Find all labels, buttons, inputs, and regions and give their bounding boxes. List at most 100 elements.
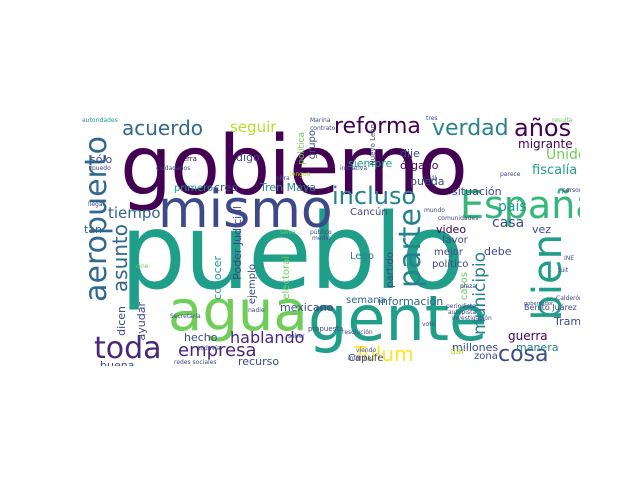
word-gente: gente — [308, 282, 488, 355]
word-llegar: llegar — [88, 201, 105, 208]
word-propuesta: propuesta — [308, 325, 344, 333]
word-recurso: recurso — [238, 355, 280, 366]
word-zona: zona — [474, 351, 498, 362]
word-dije: dije — [400, 147, 420, 160]
word-electoral: electoral — [281, 256, 292, 300]
word-nadie: nadie — [248, 307, 265, 314]
word-informacion: información — [378, 295, 444, 308]
word-periodista: periodista — [446, 303, 476, 310]
word-pueda: pueda — [410, 175, 445, 188]
word-secretaria: Secretaría — [170, 313, 201, 320]
word-resolucion: resolución — [342, 329, 373, 336]
word-calderon: Calderón — [556, 295, 580, 302]
word-dicen: dicen — [115, 306, 128, 336]
word-ine: INE — [564, 255, 575, 262]
word-seguir: seguir — [230, 118, 277, 136]
word-viendo: viendo — [356, 347, 377, 354]
word-lengua: lengua — [290, 171, 311, 178]
word-espana: España — [460, 183, 580, 227]
word-poder-judicial: Poder Judicial — [231, 206, 244, 280]
word-siempre: siempre — [348, 157, 393, 170]
word-tiempo: tiempo — [108, 204, 161, 222]
word-tulum: Tulum — [354, 342, 414, 366]
word-selva: selva — [280, 229, 296, 236]
word-redes-sociales: redes sociales — [174, 359, 217, 366]
word-saber: saber — [288, 333, 305, 340]
word-cine: cine — [136, 263, 149, 270]
word-manera: manera — [516, 341, 559, 354]
word-medio: medio — [312, 235, 331, 242]
word-mejor: mejor — [434, 247, 463, 258]
word-resulta: resulta — [552, 117, 573, 124]
word-millones: millones — [452, 341, 499, 354]
word-publico: público — [310, 229, 332, 236]
word-semana: semana — [346, 295, 386, 306]
word-hablando: hablando — [230, 328, 305, 347]
word-verdad: verdad — [432, 116, 509, 141]
word-tres: tres — [426, 116, 438, 122]
word-ayudar: ayudar — [135, 302, 148, 341]
word-lego: Lego — [350, 251, 375, 262]
word-puedo: puedo — [92, 165, 111, 172]
word-pesos: pesos — [316, 305, 334, 312]
word-incluso: incluso — [332, 182, 417, 210]
word-comunidades: comunidades — [438, 215, 479, 222]
word-investigacion: investigación — [452, 315, 492, 322]
word-empresa: empresa — [178, 340, 257, 361]
word-buena: buena — [100, 359, 135, 366]
word-agua: agua — [168, 279, 308, 344]
word-acuerdo: acuerdo — [122, 116, 204, 140]
word-conocer: conocer — [211, 256, 224, 300]
word-politica: política — [297, 132, 307, 165]
word-mismo: mismo — [158, 180, 333, 240]
word-pueblo: pueblo — [120, 191, 464, 313]
word-cual: cuál — [424, 175, 437, 182]
word-hecho: hecho — [184, 331, 218, 344]
word-cloud: pueblo gobierno mismo gente agua aeropue… — [80, 116, 580, 366]
word-gobernador: gobernador — [524, 301, 553, 307]
word-mundo: mundo — [424, 207, 445, 214]
word-cancun: Cancún — [350, 207, 388, 218]
word-gobierno: gobierno — [120, 119, 468, 214]
word-benito-juarez: Benito Juárez — [524, 303, 577, 312]
word-video: video — [436, 223, 467, 236]
word-marina: Marina — [310, 117, 331, 124]
word-ciudadanos: ciudadanos — [156, 165, 191, 172]
word-situacion: situación — [452, 185, 502, 198]
word-fiscalia: fiscalía — [532, 163, 578, 178]
word-solo: sólo — [90, 153, 113, 166]
word-dar: dar — [450, 347, 465, 357]
word-digo: digo — [236, 151, 260, 164]
word-organo: órgano — [400, 159, 439, 172]
word-tuit: tuit — [558, 267, 569, 274]
word-casa: casa — [492, 215, 525, 231]
word-todavia: todavía — [198, 345, 221, 352]
word-unidos: Unidos — [546, 147, 580, 163]
word-informe: informe — [348, 355, 372, 362]
word-iniciativa: iniciativa — [340, 165, 368, 172]
word-parece: parece — [500, 171, 521, 178]
word-tierra: tierra — [178, 155, 197, 163]
word-municipio: municipio — [470, 252, 490, 335]
word-autoridades: autoridades — [82, 117, 118, 124]
word-asunto: asunto — [108, 224, 132, 293]
word-toda: toda — [94, 331, 162, 366]
word-primero: primero — [174, 183, 214, 194]
word-capufe: Capufe — [348, 353, 384, 364]
word-obra: obra — [276, 175, 290, 182]
word-cosa: cosa — [498, 342, 549, 366]
word-nuevo-leon: Nuevo León — [369, 124, 377, 166]
word-partido: partido — [385, 252, 396, 288]
word-parte: parte — [393, 208, 428, 288]
word-creo: creo — [214, 181, 238, 194]
word-reforma: reforma — [334, 116, 421, 139]
word-personal: personal — [562, 187, 580, 194]
word-tan: tan — [84, 223, 103, 236]
word-autopista: autopista — [448, 309, 477, 316]
word-tramo: Tramo — [554, 315, 580, 328]
word-voto: voto — [422, 321, 436, 328]
word-contrato: contrato — [310, 125, 336, 132]
word-ejemplo: ejemplo — [247, 264, 258, 305]
word-mexicano: mexicano — [280, 301, 334, 314]
word-migrante: migrante — [518, 137, 573, 151]
